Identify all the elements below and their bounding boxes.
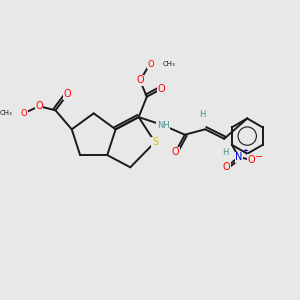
Text: O: O [35, 101, 43, 111]
Text: S: S [152, 137, 158, 147]
Text: O: O [172, 147, 179, 158]
Text: +: + [242, 148, 248, 154]
Text: O: O [223, 162, 230, 172]
Text: O: O [64, 89, 71, 99]
Text: O: O [148, 60, 154, 69]
Text: O: O [247, 155, 255, 165]
Text: H: H [222, 148, 229, 157]
Text: NH: NH [157, 121, 169, 130]
Text: H: H [199, 110, 206, 119]
Text: −: − [254, 152, 262, 162]
Text: O: O [158, 84, 166, 94]
Text: O: O [21, 109, 28, 118]
Text: CH₃: CH₃ [0, 110, 13, 116]
Text: O: O [136, 76, 144, 85]
Text: CH₃: CH₃ [163, 61, 176, 67]
Text: N: N [235, 152, 242, 162]
